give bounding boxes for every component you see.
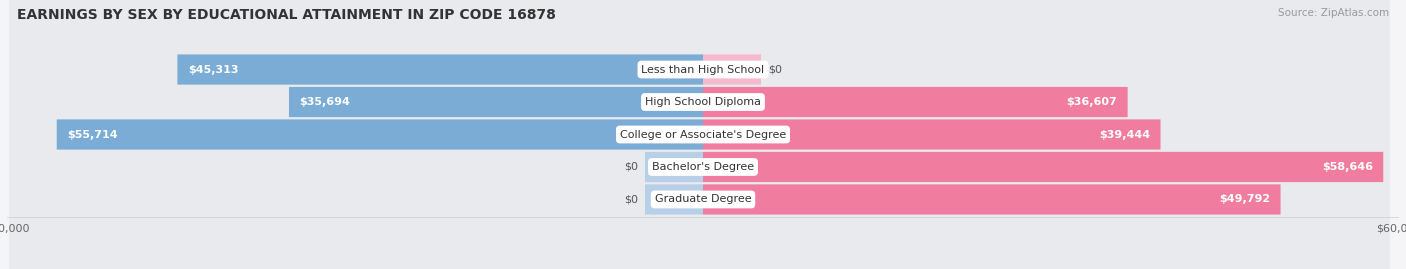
FancyBboxPatch shape <box>290 87 703 117</box>
Text: $49,792: $49,792 <box>1219 194 1270 204</box>
Text: $0: $0 <box>624 194 638 204</box>
Text: $36,607: $36,607 <box>1066 97 1118 107</box>
FancyBboxPatch shape <box>645 184 703 215</box>
Text: $55,714: $55,714 <box>67 129 118 140</box>
Text: $39,444: $39,444 <box>1099 129 1150 140</box>
FancyBboxPatch shape <box>703 152 1384 182</box>
FancyBboxPatch shape <box>8 0 1391 269</box>
Text: Bachelor's Degree: Bachelor's Degree <box>652 162 754 172</box>
Text: Less than High School: Less than High School <box>641 65 765 75</box>
FancyBboxPatch shape <box>703 54 761 85</box>
Text: $45,313: $45,313 <box>188 65 239 75</box>
FancyBboxPatch shape <box>8 0 1391 269</box>
FancyBboxPatch shape <box>56 119 703 150</box>
Text: $0: $0 <box>624 162 638 172</box>
Text: Source: ZipAtlas.com: Source: ZipAtlas.com <box>1278 8 1389 18</box>
Text: High School Diploma: High School Diploma <box>645 97 761 107</box>
FancyBboxPatch shape <box>703 87 1128 117</box>
Text: Graduate Degree: Graduate Degree <box>655 194 751 204</box>
FancyBboxPatch shape <box>8 0 1391 269</box>
FancyBboxPatch shape <box>177 54 703 85</box>
Text: College or Associate's Degree: College or Associate's Degree <box>620 129 786 140</box>
FancyBboxPatch shape <box>8 0 1391 269</box>
FancyBboxPatch shape <box>8 0 1391 269</box>
Text: $35,694: $35,694 <box>299 97 350 107</box>
FancyBboxPatch shape <box>645 152 703 182</box>
Text: $0: $0 <box>768 65 782 75</box>
FancyBboxPatch shape <box>703 184 1281 215</box>
FancyBboxPatch shape <box>703 119 1160 150</box>
Text: $58,646: $58,646 <box>1322 162 1372 172</box>
Text: EARNINGS BY SEX BY EDUCATIONAL ATTAINMENT IN ZIP CODE 16878: EARNINGS BY SEX BY EDUCATIONAL ATTAINMEN… <box>17 8 555 22</box>
